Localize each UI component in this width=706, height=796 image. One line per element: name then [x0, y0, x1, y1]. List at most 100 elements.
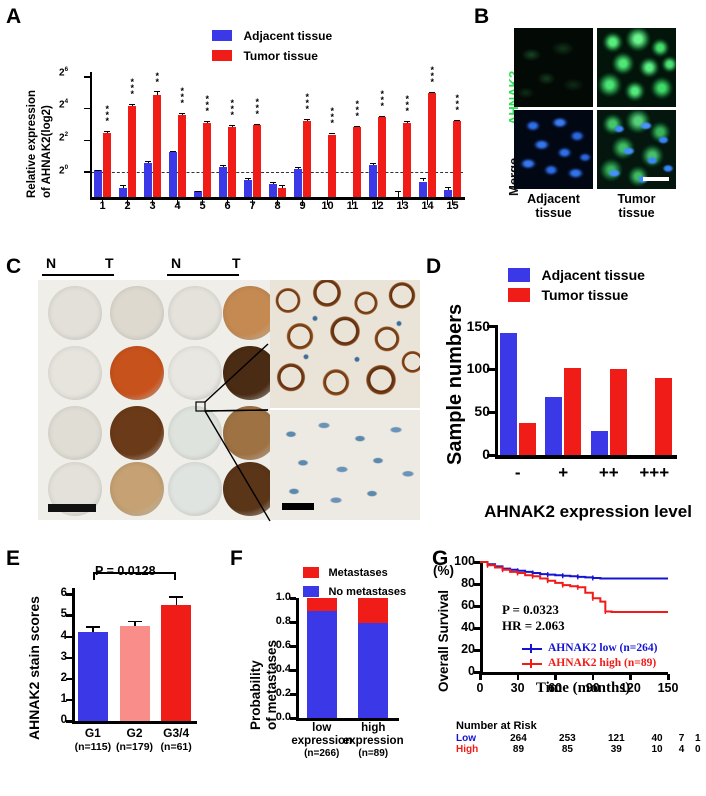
legend-swatch-no-metastases: [303, 586, 319, 598]
panel-d-xlabel: AHNAK2 expression level: [484, 502, 692, 521]
panel-a-bar: [419, 181, 427, 197]
panel-f-ytick-label: 0.2: [275, 687, 291, 699]
legend-swatch-adjacent: [212, 30, 232, 42]
panel-a-error-bar: [398, 190, 399, 197]
panel-e-error-bar: [175, 595, 178, 606]
panel-e: E P = 0.0128 AHNAK2 stain scores 0 1 2 3 4 5 6…: [0, 540, 228, 796]
panel-a-xtick: [251, 199, 254, 205]
panel-a-bar: [428, 93, 436, 197]
panel-g-ytick-label: 20: [461, 642, 475, 656]
panel-f-ylabel-line1: Probability: [248, 660, 263, 730]
panel-d-plot-area: 0 50 100 150- + ++ +++: [467, 318, 677, 482]
panel-a-error-cap: [95, 169, 101, 171]
panel-a-xtick-label: 13: [396, 200, 409, 212]
panel-a-bar: [103, 132, 111, 197]
panel-c-tma-core: [110, 462, 164, 516]
significance-star: *: [180, 91, 184, 102]
significance-star: *: [405, 94, 409, 105]
panel-g-xtick-label: 0: [476, 681, 484, 695]
panel-d-bar: [564, 367, 582, 455]
panel-a-legend: Adjacent tissue Tumor tissue: [212, 27, 332, 65]
significance-star: *: [430, 76, 434, 87]
panel-a: A Adjacent tissue Tumor tissue Relative …: [0, 0, 470, 250]
panel-g-risk-table: Number at Risk Low 264 253 121 40 7 1 High 89 85 3…: [456, 720, 706, 755]
panel-a-error-cap: [179, 112, 185, 114]
panel-g-legend-line: [522, 663, 542, 665]
panel-d-x-axis: [495, 455, 677, 459]
panel-a-x-axis: [90, 197, 465, 200]
panel-e-ytick-label: 1: [60, 692, 67, 705]
panel-d-bar: [590, 431, 608, 455]
legend-label-adjacent-d: Adjacent tissue: [541, 266, 645, 283]
panel-a-xtick: [326, 199, 329, 205]
panel-g-risk-value: 85: [561, 744, 573, 755]
panel-e-ytick: [66, 656, 72, 660]
panel-a-xtick: [376, 199, 379, 205]
significance-star: *: [205, 106, 209, 117]
panel-f-ytick: [290, 717, 296, 720]
panel-a-error-cap: [379, 115, 385, 117]
legend-item-no-metastases: No metastases: [303, 583, 406, 601]
panel-e-bar: [119, 626, 150, 721]
panel-f-ytick: [290, 693, 296, 696]
panel-g-risk-row: Low 264 253 121 40 7 1: [456, 733, 706, 744]
panel-g-xtick-label: 30: [510, 681, 525, 695]
significance-star: *: [130, 82, 134, 93]
panel-d-ytick-label: 150: [466, 317, 490, 334]
panel-a-error-cap: [420, 178, 426, 179]
panel-g-ytick: [474, 671, 480, 674]
panel-a-bar: [94, 170, 102, 197]
panel-g-risk-value: 89: [512, 744, 525, 755]
panel-d-bar: [655, 378, 673, 455]
panel-c-tma-core: [110, 286, 164, 340]
significance-star: *: [355, 105, 359, 116]
panel-f-label: F: [230, 547, 243, 570]
panel-a-error-cap: [395, 190, 401, 192]
panel-a-error-cap: [354, 126, 360, 128]
panel-a-significance: * * *: [398, 94, 416, 116]
panel-g-legend-label: AHNAK2 low (n=264): [548, 642, 658, 654]
panel-a-xtick-label: 6: [224, 200, 231, 212]
panel-a-significance: * * *: [123, 77, 141, 98]
panel-f-ytick: [290, 645, 296, 648]
panel-f-plot-area: 0.0 0.2 0.4 0.6 0.8 1.0 low expression (n=266) hi…: [276, 591, 404, 759]
panel-a-error-bar: [132, 103, 133, 106]
panel-f-legend: Metastases No metastases: [303, 564, 406, 601]
panel-a-bar: [453, 121, 461, 197]
panel-a-significance: * *: [148, 71, 166, 86]
panel-a-ytick-1: 20: [59, 164, 69, 177]
significance-star: *: [305, 104, 309, 115]
panel-d-bar: [609, 368, 627, 455]
panel-a-significance: * * *: [348, 100, 366, 121]
panel-a-bar: [153, 94, 161, 197]
significance-star: *: [430, 70, 434, 81]
panel-g-xtick-label: 60: [548, 681, 563, 695]
panel-c-inset-adjacent: [270, 410, 420, 520]
panel-a-xtick-label: 12: [371, 200, 384, 212]
panel-f-y-axis: [296, 598, 299, 718]
panel-g-legend-censor: [530, 659, 532, 668]
panel-a-bar: [353, 127, 361, 197]
panel-d-ytick-label: 100: [466, 360, 490, 377]
panel-e-ytick: [66, 698, 72, 702]
legend-label-tumor-d: Tumor tissue: [541, 286, 629, 303]
significance-star: *: [230, 110, 234, 120]
panel-d-ytick-label: 50: [474, 403, 490, 420]
panel-a-xtick-label: 9: [299, 200, 306, 212]
panel-a-bar: [278, 188, 286, 197]
panel-a-bar: [378, 117, 386, 197]
panel-g-risk-value: 0: [695, 744, 701, 755]
panel-a-error-cap: [304, 119, 310, 121]
panel-g-risk-value: 253: [559, 733, 576, 744]
panel-f-bar-metastases: [358, 598, 389, 623]
panel-c-tma-core: [168, 286, 222, 340]
panel-c-tma-core: [48, 286, 102, 340]
panel-e-error-bar: [134, 620, 136, 627]
panel-a-bar: [294, 169, 302, 197]
panel-a-error-cap: [229, 125, 235, 126]
panel-a-error-cap: [270, 181, 276, 183]
panel-e-bracket-right: [174, 572, 177, 580]
panel-g-risk-value: 121: [607, 733, 625, 744]
legend-label-tumor: Tumor tissue: [243, 48, 318, 63]
panel-d-ytick-label: 0: [482, 446, 490, 462]
